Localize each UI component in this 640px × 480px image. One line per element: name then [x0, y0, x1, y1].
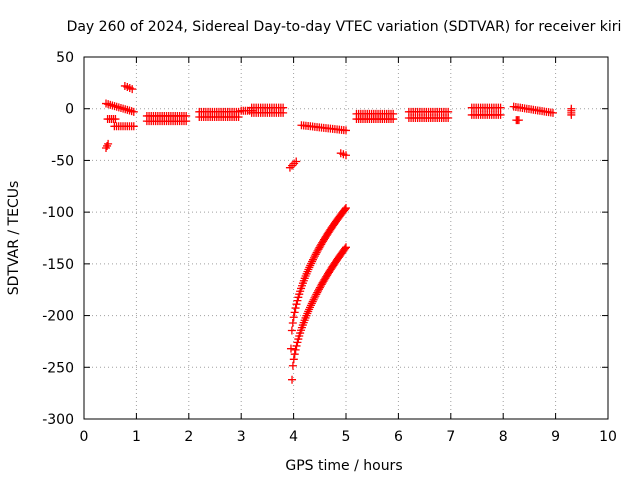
- data-point: [567, 110, 576, 119]
- x-tick-label: 2: [184, 429, 193, 445]
- data-point: [291, 345, 300, 354]
- data-point: [285, 163, 294, 172]
- data-point: [444, 114, 453, 123]
- data-point: [103, 141, 112, 150]
- data-point: [288, 161, 297, 170]
- data-point: [305, 263, 314, 272]
- data-point: [306, 301, 315, 310]
- data-point: [310, 293, 319, 302]
- data-point: [292, 341, 301, 350]
- data-point: [312, 290, 321, 299]
- data-point: [288, 375, 297, 384]
- data-points: [102, 81, 576, 384]
- data-point: [234, 112, 243, 121]
- x-axis-label: GPS time / hours: [285, 458, 402, 474]
- y-tick-label: -50: [51, 153, 74, 169]
- data-point: [129, 122, 138, 131]
- x-tick-label: 6: [394, 429, 403, 445]
- data-point: [291, 304, 300, 313]
- chart-title: Day 260 of 2024, Sidereal Day-to-day VTE…: [67, 19, 622, 35]
- y-tick-label: -200: [42, 309, 74, 325]
- x-tick-label: 4: [289, 429, 298, 445]
- data-point: [342, 204, 350, 213]
- data-point: [305, 305, 314, 314]
- axis-ticks: 0 1 2 3 4 5 6 7 8 9 10 50 0 -50 -100 -150 -200 -250 -300: [42, 50, 617, 445]
- data-point: [307, 259, 316, 268]
- data-point: [292, 157, 301, 166]
- data-point: [310, 252, 319, 261]
- data-point: [312, 248, 321, 257]
- data-point: [548, 108, 557, 117]
- data-point: [496, 103, 505, 112]
- x-tick-label: 0: [80, 429, 89, 445]
- data-point: [102, 144, 111, 153]
- data-point: [342, 243, 350, 252]
- x-tick-label: 9: [551, 429, 560, 445]
- y-tick-label: 0: [65, 102, 74, 118]
- data-point: [306, 261, 315, 270]
- x-tick-label: 5: [342, 429, 351, 445]
- data-point: [104, 139, 113, 148]
- data-point: [311, 250, 320, 259]
- data-point: [279, 108, 288, 117]
- data-point: [308, 297, 317, 306]
- data-point: [341, 205, 350, 214]
- data-point: [514, 116, 523, 125]
- y-tick-label: 50: [56, 50, 74, 66]
- data-point: [313, 288, 322, 297]
- y-tick-label: -100: [42, 205, 74, 221]
- data-point: [389, 115, 398, 124]
- data-point: [288, 318, 297, 327]
- data-point: [306, 303, 315, 312]
- data-point: [182, 117, 191, 126]
- data-point: [289, 355, 298, 364]
- data-point: [292, 300, 301, 309]
- data-point: [289, 313, 298, 322]
- data-point: [309, 295, 318, 304]
- data-point: [247, 106, 256, 115]
- data-point: [308, 255, 317, 264]
- data-point: [342, 126, 350, 135]
- data-point: [341, 244, 350, 253]
- x-tick-label: 7: [446, 429, 455, 445]
- x-tick-label: 3: [237, 429, 246, 445]
- data-point: [128, 85, 137, 94]
- data-point: [111, 115, 120, 124]
- data-point: [307, 299, 316, 308]
- y-tick-label: -300: [42, 412, 74, 428]
- data-point: [309, 253, 318, 262]
- x-tick-label: 8: [499, 429, 508, 445]
- data-point: [290, 350, 299, 359]
- y-tick-label: -150: [42, 257, 74, 273]
- x-tick-label: 10: [599, 429, 617, 445]
- data-point: [496, 110, 505, 119]
- y-axis-label: SDTVAR / TECUs: [6, 181, 22, 296]
- data-point: [311, 292, 320, 301]
- data-point: [293, 296, 302, 305]
- data-point: [288, 361, 297, 370]
- data-point: [287, 326, 296, 335]
- data-point: [129, 107, 138, 116]
- data-point: [286, 344, 295, 353]
- y-tick-label: -250: [42, 360, 74, 376]
- data-point: [308, 257, 317, 266]
- data-point: [342, 151, 350, 160]
- data-point: [290, 308, 299, 317]
- x-tick-label: 1: [132, 429, 141, 445]
